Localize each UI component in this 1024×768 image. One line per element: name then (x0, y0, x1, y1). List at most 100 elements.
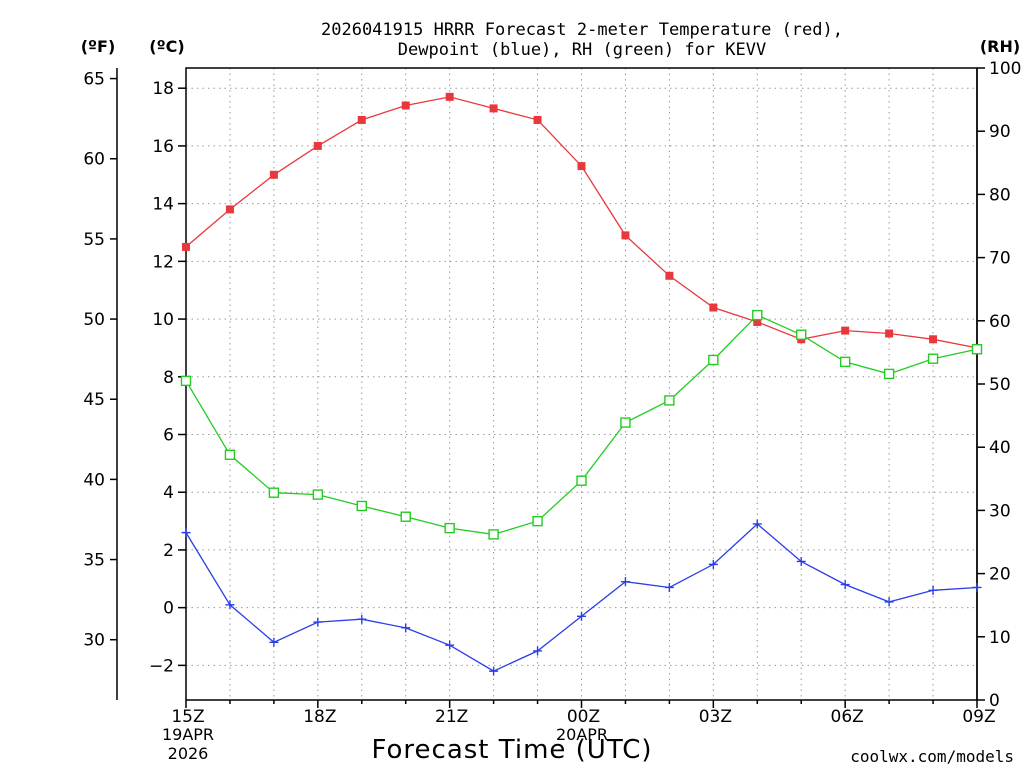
celsius-tick-label: 14 (152, 195, 174, 215)
rh-point (224, 449, 236, 460)
temperature-point (577, 162, 586, 171)
rh-point (839, 356, 851, 368)
rh-point (488, 529, 499, 540)
rh-tick-label: 20 (989, 565, 1011, 585)
celsius-tick-label: 16 (152, 137, 174, 157)
temperature-point (665, 271, 674, 280)
rh-point (620, 417, 631, 428)
rh-tick-label: 40 (989, 438, 1011, 458)
mid-date-label: 20APR (556, 725, 608, 744)
dewpoint-point (181, 528, 191, 538)
dewpoint-point (928, 585, 938, 595)
celsius-tick-label: 0 (163, 599, 174, 619)
fahrenheit-unit-label: (ºF) (81, 37, 116, 56)
celsius-axis: −2 0 2 4 6 8 10 12 14 16 18 (149, 79, 186, 676)
rh-tick-label: 50 (989, 375, 1011, 395)
rh-point (312, 489, 324, 500)
grid-lines (186, 68, 977, 700)
rh-point (576, 475, 587, 486)
rh-point (883, 368, 895, 380)
dewpoint-point (664, 582, 674, 592)
dewpoint-point (620, 577, 630, 587)
dewpoint-point (884, 597, 894, 607)
watermark-link[interactable]: coolwx.com/models (850, 747, 1014, 766)
dewpoint-line (185, 523, 978, 672)
temperature-point (929, 335, 938, 344)
time-tick-label: 06Z (831, 707, 864, 727)
fahrenheit-tick-label: 65 (83, 70, 105, 90)
celsius-tick-label: 8 (163, 368, 174, 388)
celsius-tick-label: 10 (152, 310, 174, 330)
dewpoint-point (357, 614, 367, 624)
dewpoint-point (401, 623, 411, 633)
time-tick-label: 00Z (567, 707, 600, 727)
temperature-point (357, 115, 366, 124)
rh-line (185, 314, 978, 536)
dewpoint-point (796, 556, 806, 566)
rh-tick-label: 0 (989, 691, 1000, 711)
rh-point (356, 500, 367, 512)
chart-title-line2: Dewpoint (blue), RH (green) for KEVV (398, 40, 766, 60)
rh-point (927, 353, 939, 364)
fahrenheit-tick-label: 50 (83, 310, 105, 330)
rh-tick-label: 100 (989, 59, 1021, 79)
fahrenheit-axis: 30 35 40 45 50 55 60 65 (83, 70, 117, 651)
rh-tick-label: 70 (989, 249, 1011, 269)
fahrenheit-tick-label: 45 (83, 390, 105, 410)
rh-tick-label: 60 (989, 312, 1011, 332)
temperature-point (269, 170, 278, 179)
rh-point (444, 522, 455, 534)
rh-point (532, 515, 543, 527)
temperature-point (621, 231, 630, 240)
start-year-label: 2026 (168, 744, 209, 763)
rh-tick-label: 90 (989, 122, 1011, 142)
temperature-point (445, 92, 454, 101)
rh-point (180, 375, 192, 387)
time-tick-label: 15Z (171, 707, 204, 727)
dewpoint-point (489, 666, 499, 676)
temperature-point (401, 101, 410, 110)
dewpoint-point (225, 600, 235, 610)
celsius-tick-label: 6 (163, 426, 174, 446)
rh-point (971, 344, 983, 355)
temperature-point (313, 141, 322, 150)
temperature-point (709, 303, 718, 312)
time-tick-label: 03Z (699, 707, 732, 727)
celsius-tick-label: 2 (163, 541, 174, 561)
rh-tick-label: 30 (989, 501, 1011, 521)
fahrenheit-tick-label: 40 (83, 470, 105, 490)
start-date-label: 19APR (162, 725, 214, 744)
dewpoint-point (269, 637, 279, 647)
rh-point (400, 511, 411, 522)
time-tick-label: 18Z (303, 707, 336, 727)
rh-point (664, 395, 675, 406)
rh-tick-label: 80 (989, 185, 1011, 205)
temperature-point (841, 326, 850, 335)
fahrenheit-tick-label: 35 (83, 551, 105, 571)
fahrenheit-tick-label: 60 (83, 150, 105, 170)
time-tick-label: 09Z (962, 707, 995, 727)
temperature-point (225, 205, 234, 214)
dewpoint-point (313, 617, 323, 627)
series-layer (180, 92, 983, 676)
rh-axis: 0 10 20 30 40 50 60 70 80 90 100 (977, 59, 1021, 711)
temperature-point (182, 242, 190, 251)
temperature-point (489, 104, 498, 113)
rh-point (796, 329, 807, 340)
x-axis-title: Forecast Time (UTC) (371, 735, 652, 765)
dewpoint-point (708, 559, 718, 569)
temperature-point (753, 317, 762, 326)
time-tick-label: 21Z (435, 707, 468, 727)
dewpoint-point (445, 640, 455, 650)
celsius-tick-label: −2 (149, 656, 174, 676)
celsius-unit-label: (ºC) (149, 37, 184, 56)
rh-point (268, 487, 280, 498)
fahrenheit-tick-label: 30 (83, 631, 105, 651)
dewpoint-point (840, 580, 850, 590)
rh-unit-label: (RH) (980, 37, 1020, 56)
rh-point (752, 309, 763, 321)
dewpoint-point (752, 519, 762, 529)
rh-point (708, 354, 719, 366)
celsius-tick-label: 12 (152, 252, 174, 272)
